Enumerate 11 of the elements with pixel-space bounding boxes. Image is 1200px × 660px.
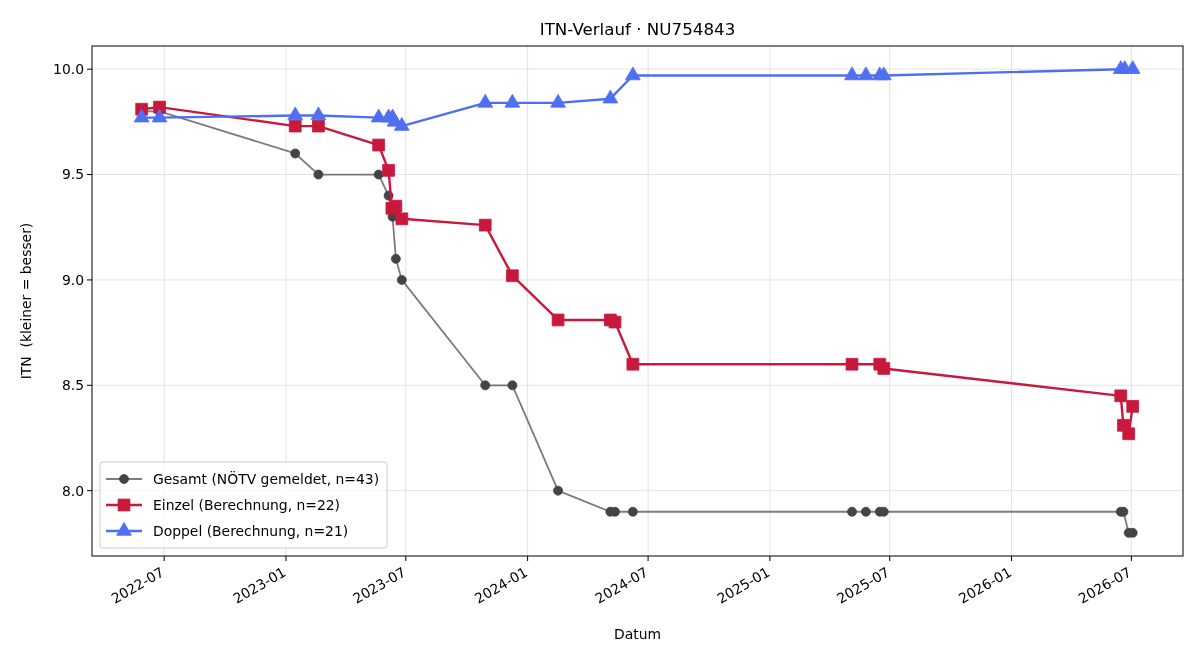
- chart-title: ITN-Verlauf · NU754843: [539, 19, 736, 39]
- y-axis-title: ITN (kleiner = besser): [18, 222, 34, 380]
- legend-label: Doppel (Berechnung, n=21): [153, 522, 349, 539]
- y-tick-label: 8.5: [61, 377, 84, 394]
- legend-label: Gesamt (NÖTV gemeldet, n=43): [153, 469, 380, 487]
- y-tick-label: 8.0: [61, 482, 84, 499]
- legend-label: Einzel (Berechnung, n=22): [153, 496, 341, 513]
- y-tick-label: 9.0: [61, 271, 84, 288]
- y-tick-label: 10.0: [53, 61, 84, 78]
- y-tick-label: 9.5: [61, 166, 84, 183]
- x-axis-title: Datum: [614, 626, 661, 642]
